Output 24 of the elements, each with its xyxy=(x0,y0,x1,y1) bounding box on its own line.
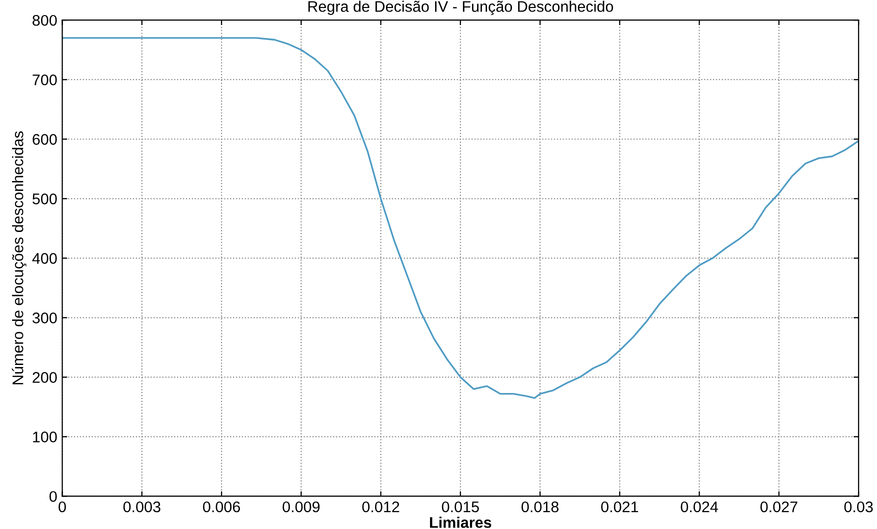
y-axis-title: Número de elocuções desconhecidas xyxy=(12,131,26,384)
y-tick-label: 200 xyxy=(32,372,57,383)
y-tick-label: 700 xyxy=(32,74,57,86)
x-tick-label: 0.021 xyxy=(601,501,638,512)
x-tick-label: 0.027 xyxy=(760,501,798,512)
x-tick-label: 0.015 xyxy=(442,501,479,512)
y-tick-label: 400 xyxy=(32,253,57,264)
x-tick-label: 0.024 xyxy=(680,501,718,512)
y-tick-label: 600 xyxy=(32,134,57,145)
x-tick-label: 0.006 xyxy=(203,501,240,512)
y-tick-label: 100 xyxy=(33,432,57,442)
x-tick-label: 0.03 xyxy=(844,501,873,512)
x-tick-label: 0 xyxy=(58,501,66,512)
x-tick-label: 0.018 xyxy=(522,501,559,512)
x-tick-label: 0.003 xyxy=(123,501,160,512)
chart-title: Regra de Decisão IV - Função Desconhecido xyxy=(308,0,614,16)
y-tick-label: 800 xyxy=(32,14,57,26)
y-tick-label: 0 xyxy=(50,491,57,502)
x-axis-title: Limiares xyxy=(430,516,492,528)
y-tick-label: 500 xyxy=(32,194,57,204)
x-tick-label: 0.009 xyxy=(282,501,320,512)
y-tick-label: 300 xyxy=(32,312,57,324)
line-series xyxy=(62,37,859,399)
x-tick-label: 0.012 xyxy=(362,501,400,512)
